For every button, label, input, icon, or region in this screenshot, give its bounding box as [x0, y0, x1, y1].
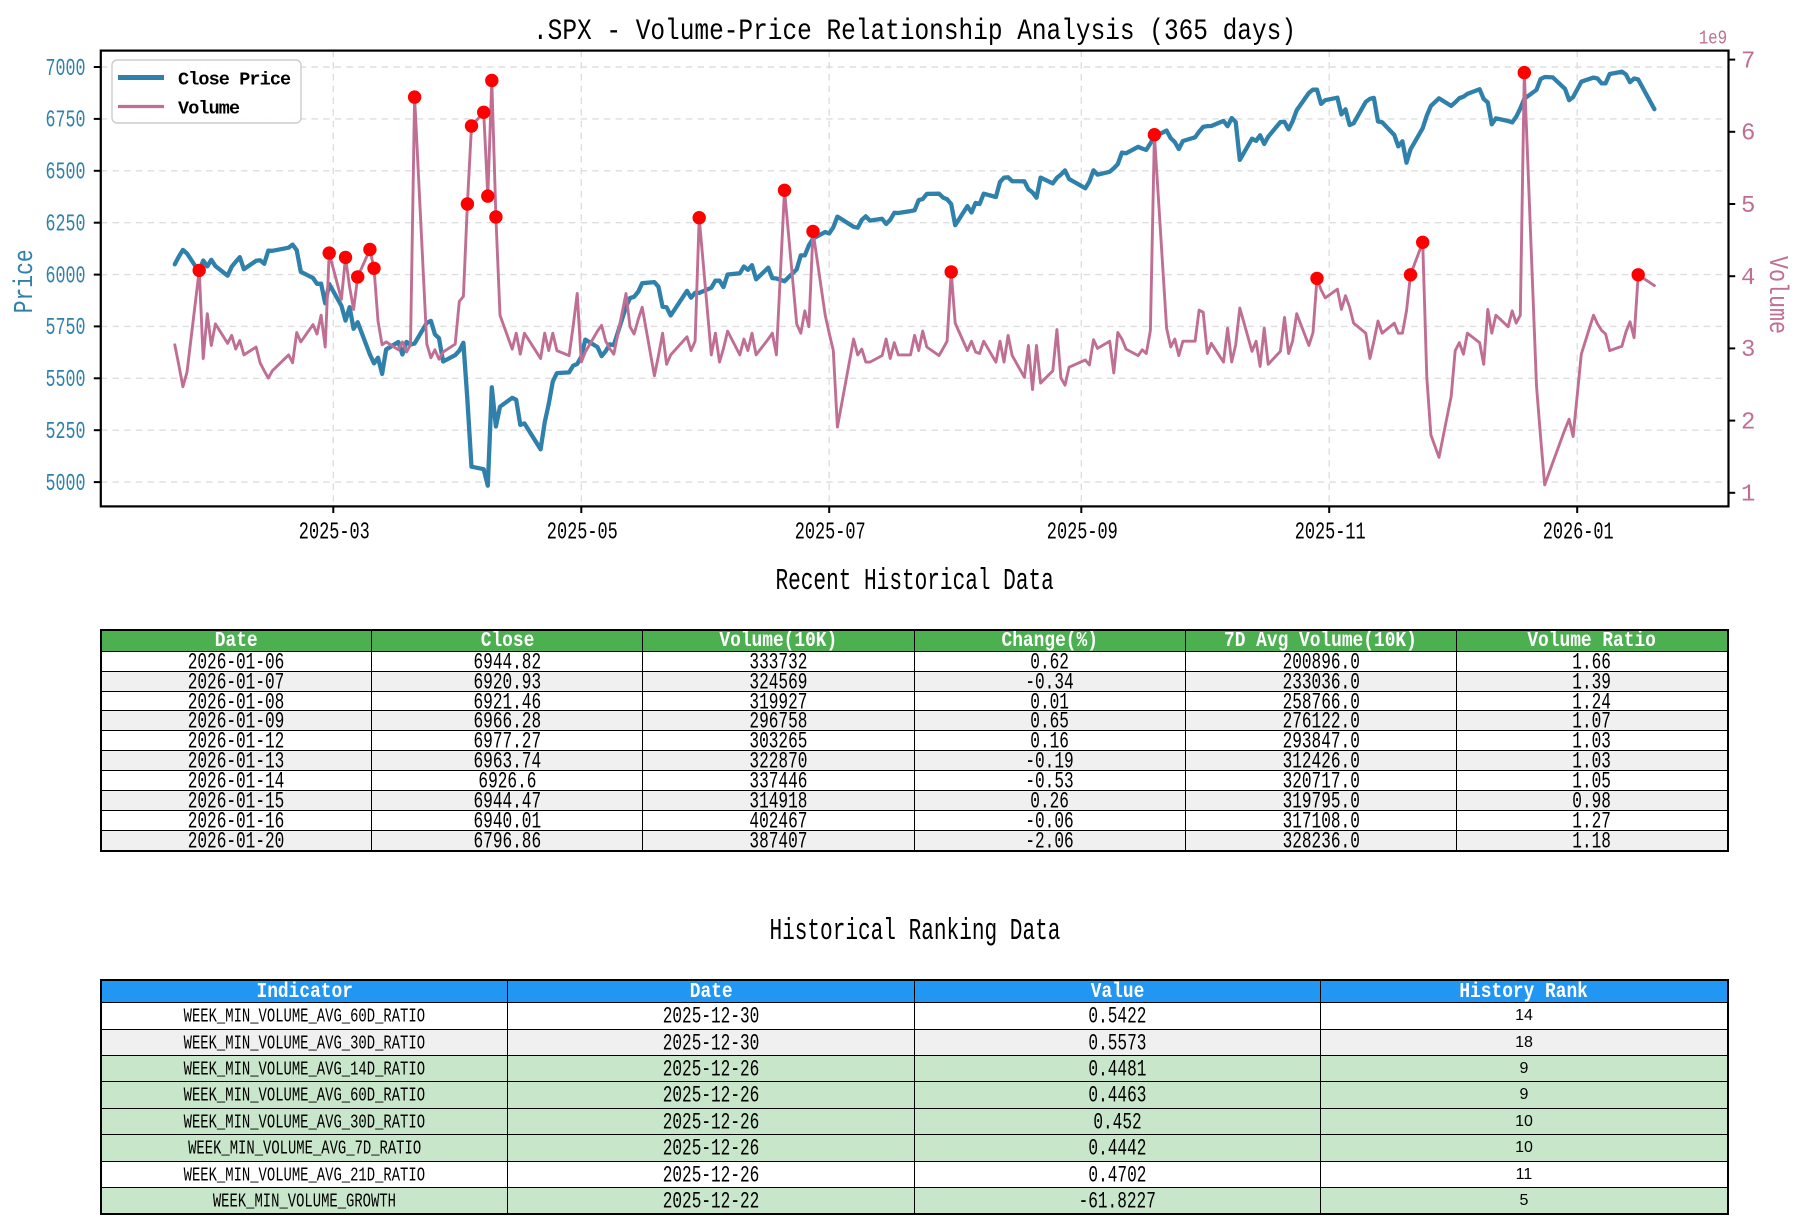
svg-text:1: 1: [1741, 482, 1755, 509]
svg-text:Volume: Volume: [178, 99, 240, 120]
svg-text:6000: 6000: [46, 263, 86, 290]
svg-text:2026-01: 2026-01: [1543, 520, 1614, 547]
svg-text:5250: 5250: [46, 419, 86, 446]
svg-text:5750: 5750: [46, 315, 86, 342]
svg-text:5: 5: [1741, 193, 1755, 220]
svg-text:Price: Price: [11, 249, 41, 313]
svg-text:2: 2: [1741, 409, 1755, 436]
svg-text:5500: 5500: [46, 367, 86, 394]
svg-text:1e9: 1e9: [1699, 28, 1728, 50]
svg-text:2025-05: 2025-05: [547, 520, 618, 547]
svg-text:6: 6: [1741, 121, 1755, 148]
svg-text:6500: 6500: [46, 160, 86, 187]
svg-text:Close Price: Close Price: [178, 70, 291, 91]
svg-text:2025-09: 2025-09: [1047, 520, 1118, 547]
svg-text:2025-07: 2025-07: [795, 520, 866, 547]
svg-text:5000: 5000: [46, 471, 86, 498]
svg-text:6250: 6250: [46, 212, 86, 239]
svg-text:4: 4: [1741, 265, 1755, 292]
svg-text:.SPX - Volume-Price Relationsh: .SPX - Volume-Price Relationship Analysi…: [533, 15, 1296, 49]
svg-text:7000: 7000: [46, 56, 86, 83]
svg-text:2025-11: 2025-11: [1295, 520, 1366, 547]
svg-text:6750: 6750: [46, 108, 86, 135]
svg-text:3: 3: [1741, 337, 1755, 364]
svg-text:Volume: Volume: [1761, 256, 1791, 334]
svg-text:7: 7: [1741, 48, 1755, 75]
svg-text:2025-03: 2025-03: [299, 520, 370, 547]
